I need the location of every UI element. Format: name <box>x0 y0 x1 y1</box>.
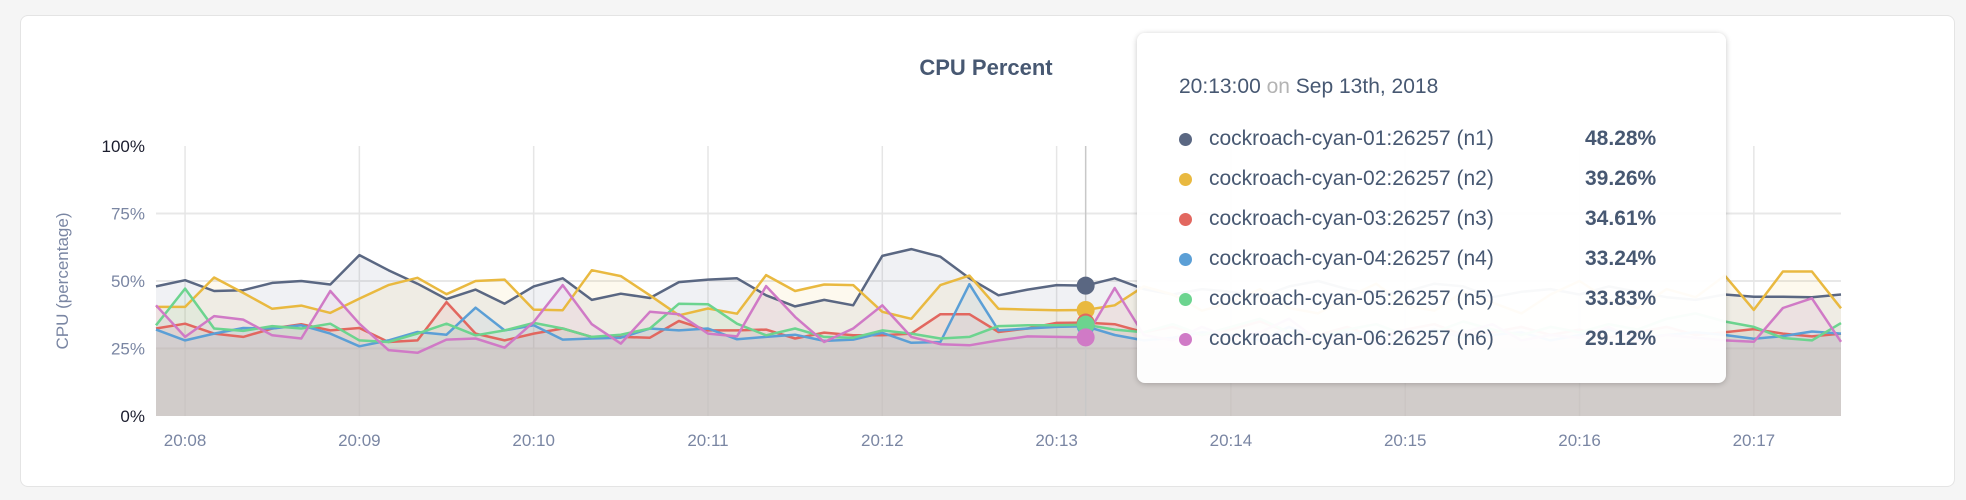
x-tick-label: 20:15 <box>1384 431 1427 450</box>
hover-point-n6 <box>1076 328 1095 347</box>
x-tick-label: 20:11 <box>687 431 728 450</box>
y-tick-label: 0% <box>120 407 145 426</box>
x-tick-label: 20:10 <box>512 431 555 450</box>
x-tick-label: 20:16 <box>1558 431 1601 450</box>
y-tick-label: 100% <box>102 137 145 156</box>
x-tick-label: 20:14 <box>1210 431 1253 450</box>
hover-indicator <box>1076 146 1095 416</box>
tooltip-series-value: 29.12% <box>1585 327 1657 350</box>
x-tick-label: 20:17 <box>1733 431 1776 450</box>
tooltip-series-name: cockroach-cyan-04:26257 (n4) <box>1209 247 1494 270</box>
tooltip-series-value: 34.61% <box>1585 207 1657 230</box>
tooltip-series-value: 39.26% <box>1585 167 1657 190</box>
tooltip-on: on <box>1266 75 1290 98</box>
y-tick-label: 75% <box>111 205 145 224</box>
series-dot-icon <box>1179 132 1192 146</box>
x-tick-label: 20:12 <box>861 431 904 450</box>
tooltip-series-name: cockroach-cyan-06:26257 (n6) <box>1209 327 1494 350</box>
tooltip-series-value: 33.83% <box>1585 287 1657 310</box>
series-dot-icon <box>1179 332 1192 346</box>
tooltip-series-name: cockroach-cyan-05:26257 (n5) <box>1209 287 1494 310</box>
tooltip-series-name: cockroach-cyan-01:26257 (n1) <box>1209 127 1494 150</box>
tooltip-row: cockroach-cyan-05:26257 (n5) 33.83% <box>1179 279 1726 319</box>
tooltip-series-value: 33.24% <box>1585 247 1657 270</box>
x-axis-ticks: 20:08 20:09 20:10 20:11 20:12 20:13 20:14 20:15… <box>164 431 1775 450</box>
tooltip-series-name: cockroach-cyan-02:26257 (n2) <box>1209 167 1494 190</box>
tooltip-series-value: 48.28% <box>1585 127 1657 150</box>
tooltip-row: cockroach-cyan-01:26257 (n1) 48.28% <box>1179 119 1726 159</box>
tooltip-row: cockroach-cyan-03:26257 (n3) 34.61% <box>1179 199 1726 239</box>
x-tick-label: 20:08 <box>164 431 207 450</box>
series-dot-icon <box>1179 212 1192 226</box>
tooltip-date: Sep 13th, 2018 <box>1295 75 1439 98</box>
y-axis-ticks: 0% 25% 50% 75% 100% <box>102 137 145 426</box>
hover-point-n5 <box>1076 315 1095 334</box>
hover-point-n1 <box>1076 276 1095 295</box>
y-axis-title: CPU (percentage) <box>53 212 72 349</box>
x-tick-label: 20:13 <box>1035 431 1078 450</box>
x-tick-label: 20:09 <box>338 431 381 450</box>
hover-point-n2 <box>1076 300 1095 319</box>
hover-tooltip: 20:13:00 on Sep 13th, 2018 cockroach-cya… <box>1137 33 1726 383</box>
tooltip-series-name: cockroach-cyan-03:26257 (n3) <box>1209 207 1494 230</box>
y-tick-label: 25% <box>111 340 145 359</box>
tooltip-header: 20:13:00 on Sep 13th, 2018 <box>1179 75 1726 119</box>
series-dot-icon <box>1179 292 1192 306</box>
tooltip-row: cockroach-cyan-02:26257 (n2) 39.26% <box>1179 159 1726 199</box>
chart-title: CPU Percent <box>919 55 1053 80</box>
tooltip-row: cockroach-cyan-06:26257 (n6) 29.12% <box>1179 319 1726 359</box>
tooltip-row: cockroach-cyan-04:26257 (n4) 33.24% <box>1179 239 1726 279</box>
y-tick-label: 50% <box>111 272 145 291</box>
tooltip-time: 20:13:00 <box>1179 75 1261 98</box>
series-dot-icon <box>1179 252 1192 266</box>
series-dot-icon <box>1179 172 1192 186</box>
